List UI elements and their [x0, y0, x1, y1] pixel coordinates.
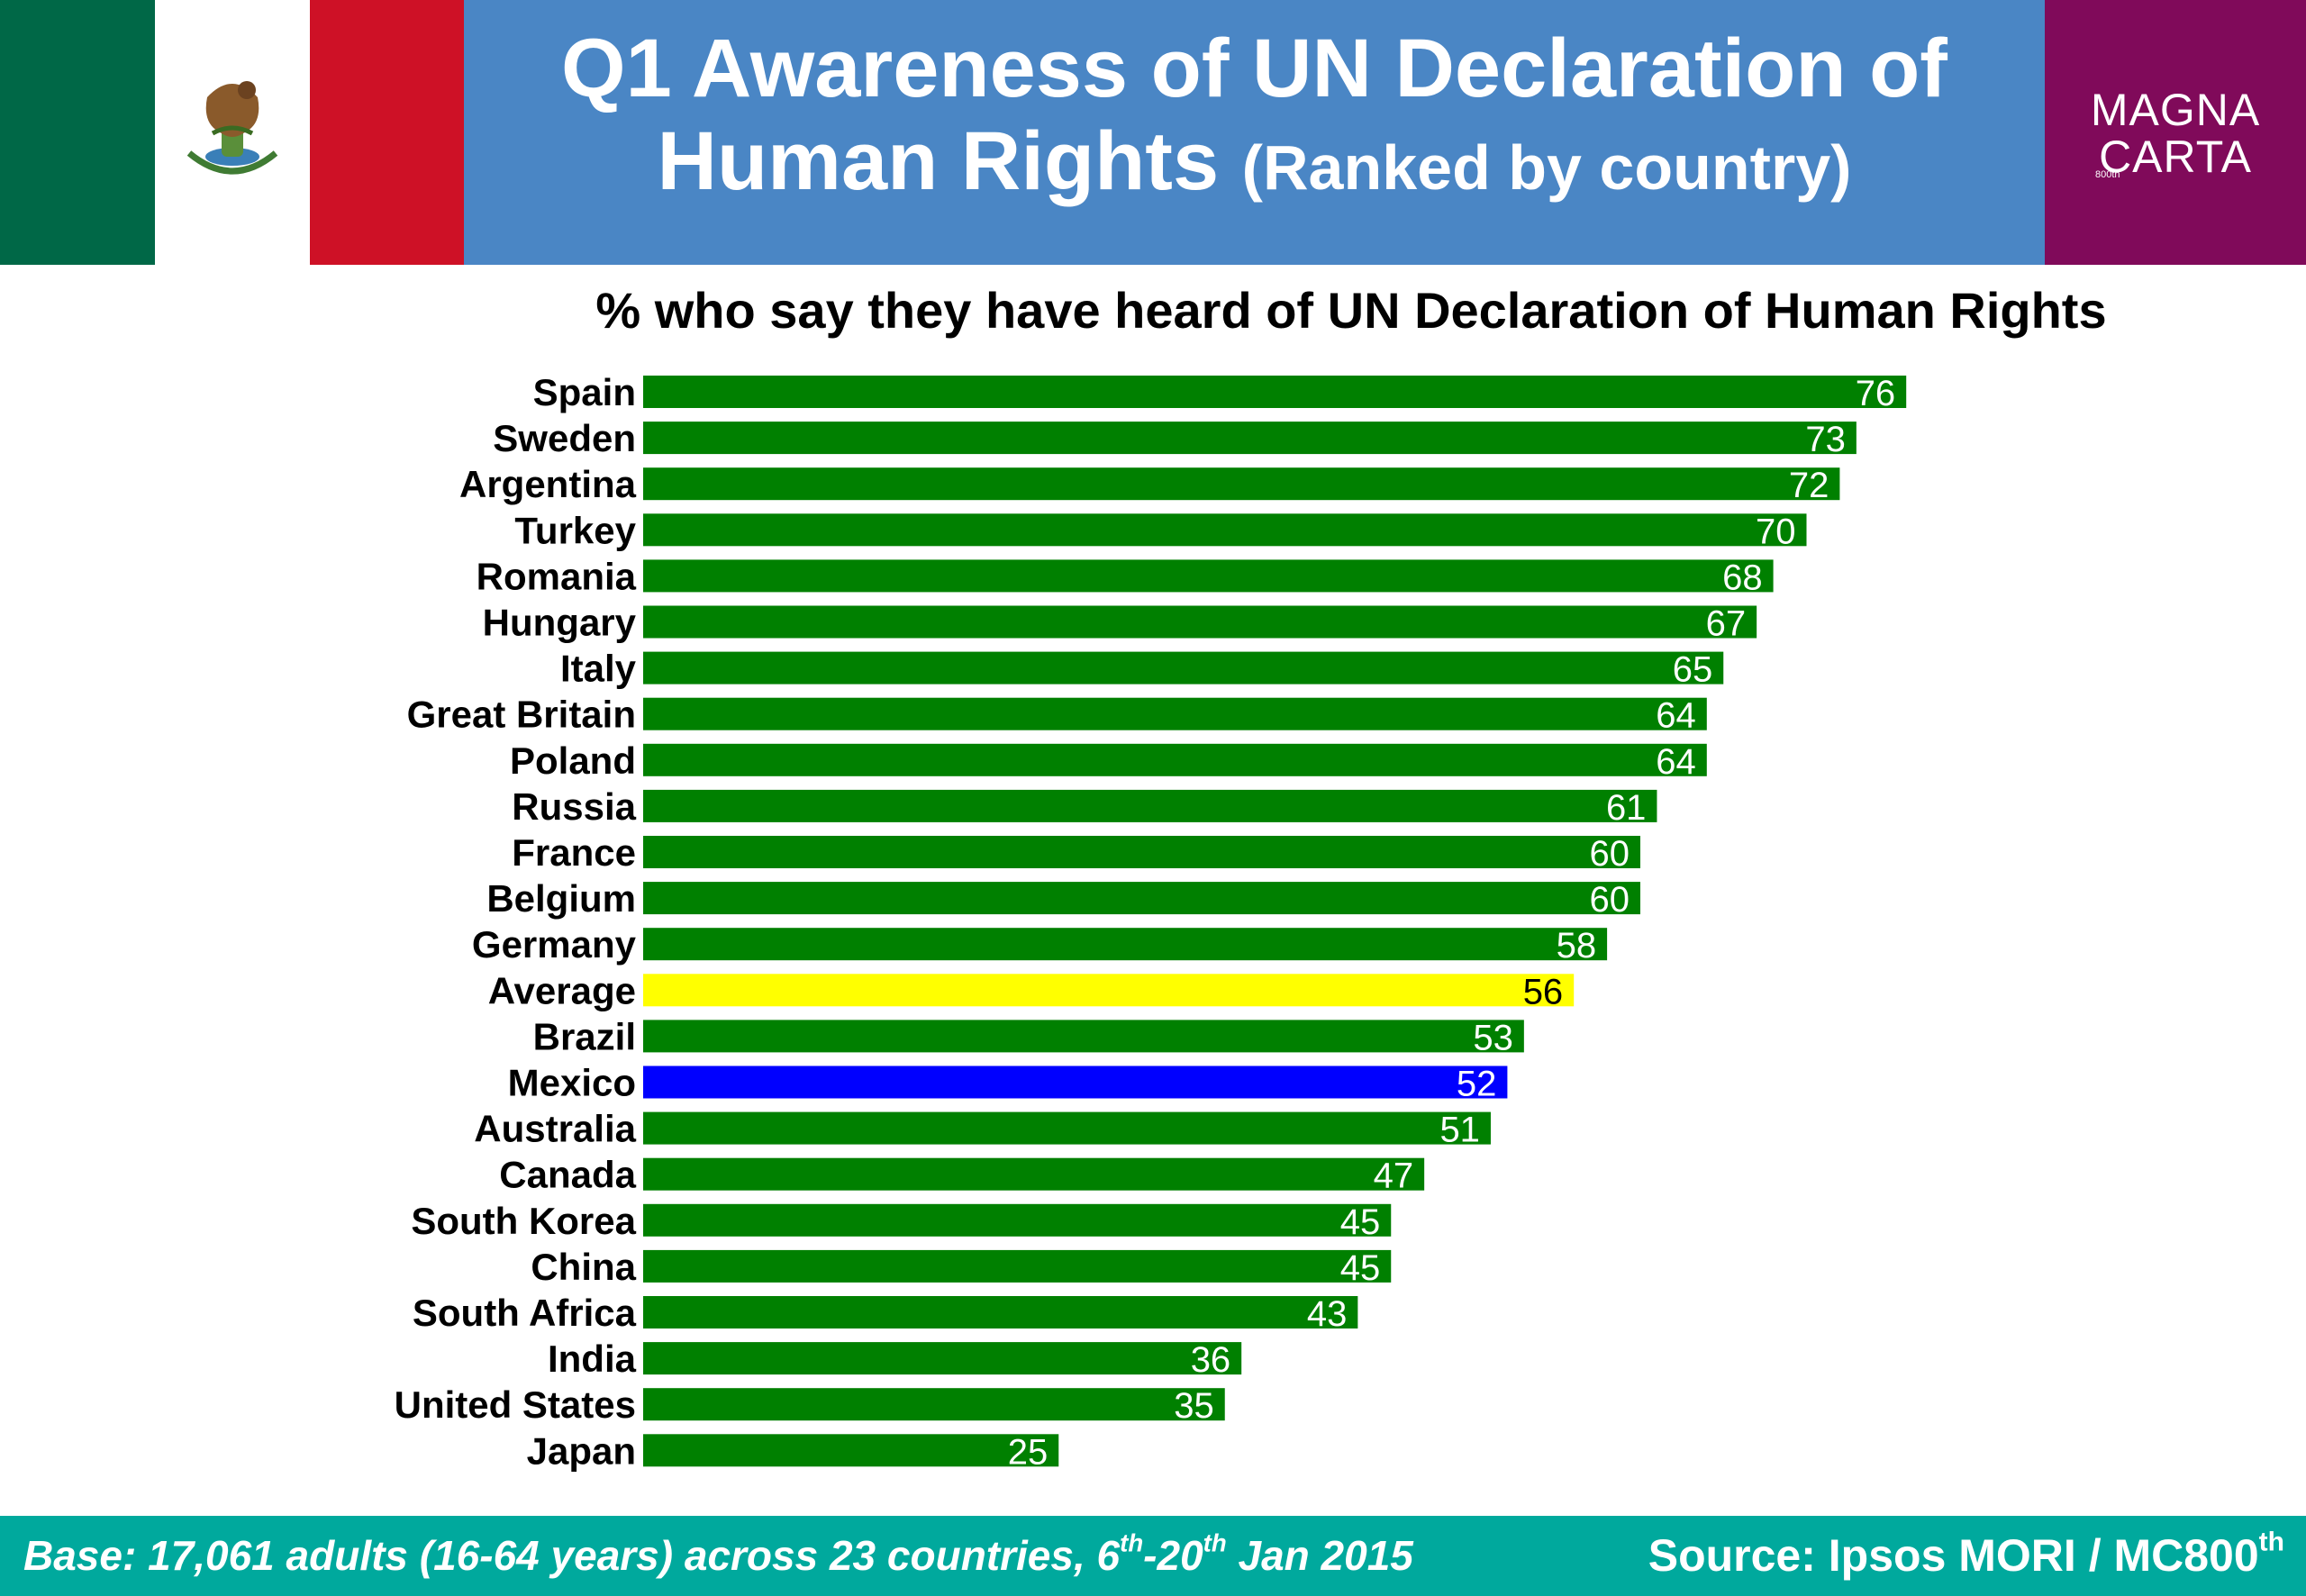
category-label-china: China	[531, 1246, 636, 1288]
logo-line2: CARTA	[2099, 131, 2252, 182]
category-label-south-africa: South Africa	[413, 1292, 637, 1334]
data-label-china: 45	[1340, 1248, 1381, 1288]
data-label-india: 36	[1191, 1340, 1231, 1380]
bar-brazil	[643, 1020, 1524, 1053]
bar-canada	[643, 1157, 1425, 1191]
base-sup-2: th	[1203, 1528, 1227, 1557]
category-label-brazil: Brazil	[533, 1015, 636, 1057]
category-label-argentina: Argentina	[459, 463, 637, 505]
data-label-brazil: 53	[1473, 1018, 1513, 1057]
category-label-italy: Italy	[560, 648, 637, 690]
data-label-belgium: 60	[1590, 880, 1630, 920]
category-label-mexico: Mexico	[508, 1062, 636, 1104]
data-label-mexico: 52	[1457, 1065, 1497, 1104]
bar-china	[643, 1249, 1392, 1283]
data-label-argentina: 72	[1789, 466, 1829, 505]
logo-line1: MAGNA	[2090, 85, 2261, 135]
data-label-spain: 76	[1856, 374, 1896, 413]
bar-italy	[643, 651, 1724, 685]
category-label-australia: Australia	[474, 1108, 636, 1150]
bar-south-africa	[643, 1296, 1358, 1328]
base-text-3: Jan 2015	[1226, 1532, 1413, 1579]
bar-germany	[643, 928, 1608, 961]
category-label-belgium: Belgium	[486, 877, 636, 920]
title-banner: Q1 Awareness of UN Declaration of Human …	[464, 0, 2045, 265]
data-label-poland: 64	[1656, 742, 1696, 782]
data-label-germany: 58	[1557, 926, 1597, 966]
category-label-south-korea: South Korea	[411, 1200, 636, 1242]
category-label-sweden: Sweden	[493, 417, 636, 459]
bar-spain	[643, 376, 1907, 408]
category-label-spain: Spain	[533, 371, 636, 413]
data-label-turkey: 70	[1756, 512, 1796, 551]
bar-india	[643, 1342, 1242, 1375]
bar-japan	[643, 1434, 1059, 1467]
base-text-2: -20	[1143, 1532, 1203, 1579]
category-label-great-britain: Great Britain	[407, 694, 636, 736]
header: Q1 Awareness of UN Declaration of Human …	[0, 0, 2306, 265]
source-text: Source: Ipsos MORI / MC800	[1648, 1530, 2259, 1581]
category-label-japan: Japan	[527, 1429, 636, 1472]
page-title-main: Human Rights	[657, 115, 1220, 207]
base-sup-1: th	[1120, 1528, 1144, 1557]
category-label-india: India	[548, 1338, 637, 1380]
chart-title: % who say they have heard of UN Declarat…	[595, 282, 2107, 339]
category-label-poland: Poland	[510, 739, 636, 782]
bar-great-britain	[643, 697, 1707, 730]
data-label-average: 56	[1523, 972, 1564, 1011]
category-label-france: France	[512, 831, 636, 874]
mexico-flag-icon	[0, 0, 464, 265]
page-title: Q1 Awareness of UN Declaration of	[561, 23, 1947, 114]
data-label-russia: 61	[1606, 788, 1647, 828]
category-label-united-states: United States	[395, 1383, 636, 1426]
base-text-1: Base: 17,061 adults (16-64 years) across…	[23, 1532, 1121, 1579]
category-label-turkey: Turkey	[514, 509, 636, 551]
category-label-average: Average	[488, 969, 636, 1011]
bar-south-korea	[643, 1203, 1392, 1237]
source-note: Source: Ipsos MORI / MC800th	[1648, 1516, 2284, 1596]
data-label-romania: 68	[1722, 558, 1763, 597]
data-label-hungary: 67	[1706, 604, 1747, 644]
bar-russia	[643, 789, 1657, 822]
category-label-hungary: Hungary	[483, 602, 637, 644]
bar-average	[643, 974, 1575, 1007]
data-label-france: 60	[1590, 834, 1630, 874]
bar-belgium	[643, 882, 1640, 915]
logo-tiny: 800th	[2095, 169, 2120, 180]
bar-hungary	[643, 605, 1757, 639]
data-label-south-korea: 45	[1340, 1202, 1381, 1242]
bar-united-states	[643, 1388, 1225, 1421]
data-label-italy: 65	[1673, 650, 1713, 690]
bar-poland	[643, 743, 1707, 776]
data-label-great-britain: 64	[1656, 696, 1696, 736]
data-label-sweden: 73	[1805, 420, 1846, 459]
bar-sweden	[643, 422, 1857, 455]
magna-carta-logo: MAGNA 800th CARTA	[2045, 0, 2306, 265]
bar-chart: Spain 76 Sweden 73 Argentina 72 Turkey 70 Romani…	[395, 371, 1907, 1472]
data-label-japan: 25	[1008, 1432, 1049, 1472]
category-label-romania: Romania	[477, 555, 637, 597]
bar-argentina	[643, 467, 1840, 501]
logo-text: MAGNA 800th CARTA	[2045, 86, 2306, 180]
category-label-canada: Canada	[499, 1154, 636, 1196]
bar-france	[643, 836, 1640, 868]
page-title-qualifier: (Ranked by country)	[1241, 132, 1852, 203]
base-note: Base: 17,061 adults (16-64 years) across…	[23, 1516, 1413, 1596]
data-label-united-states: 35	[1174, 1386, 1214, 1426]
category-label-germany: Germany	[472, 923, 637, 966]
bar-australia	[643, 1111, 1491, 1145]
bar-mexico	[643, 1066, 1508, 1099]
bar-romania	[643, 559, 1774, 593]
data-label-australia: 51	[1439, 1111, 1480, 1150]
logo-line2-wrap: 800th CARTA	[2045, 133, 2306, 180]
data-label-canada: 47	[1374, 1156, 1414, 1196]
eagle-emblem-icon	[186, 81, 278, 175]
data-label-south-africa: 43	[1307, 1294, 1348, 1334]
footer-bar: Base: 17,061 adults (16-64 years) across…	[0, 1516, 2306, 1596]
page-title-line2: Human Rights (Ranked by country)	[464, 112, 2045, 217]
source-sup: th	[2258, 1527, 2284, 1557]
bar-turkey	[643, 513, 1807, 547]
category-label-russia: Russia	[512, 785, 636, 828]
